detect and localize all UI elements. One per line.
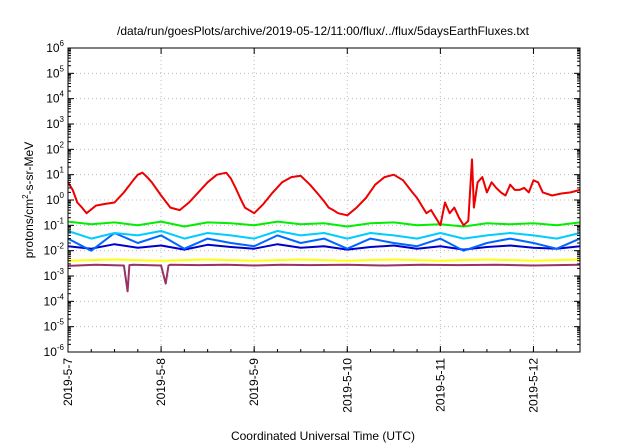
y-tick-label-base: 10 [46,92,60,106]
y-tick-label-exp: 4 [60,90,65,99]
x-tick-label: 2019-5-12 [526,358,540,413]
y-tick-label-exp: 5 [60,64,65,73]
y-tick-label-base: 10 [46,66,60,80]
y-tick-label: 106 [46,39,64,55]
y-axis-label: protons/cm2-s-sr-MeV [21,142,36,258]
y-tick-label: 10-5 [44,318,65,334]
chart-title: /data/run/goesPlots/archive/2019-05-12/1… [117,24,530,38]
y-tick-label-exp: -6 [57,343,65,352]
y-tick-label-exp: 3 [60,115,65,124]
x-tick-label: 2019-5-8 [154,358,168,406]
y-tick-label-base: 10 [44,294,58,308]
x-tick-label: 2019-5-9 [247,358,261,406]
y-tick-label: 102 [46,140,64,156]
y-tick-label: 104 [46,90,64,106]
y-tick-label-base: 10 [46,168,60,182]
series-line [67,263,581,293]
y-tick-label: 10-1 [44,216,65,232]
y-tick-label-base: 10 [44,244,58,258]
y-tick-label-base: 10 [46,41,60,55]
y-tick-label-exp: 2 [60,140,65,149]
y-tick-label-exp: -3 [57,267,65,276]
y-tick-label-base: 10 [46,117,60,131]
y-tick-label: 10-3 [44,267,65,283]
series-line [67,258,581,262]
y-tick-label-base: 10 [44,269,58,283]
series-layer [67,158,581,293]
y-axis-label-rest: -s-sr-MeV [22,142,36,195]
y-tick-label: 10-6 [44,343,65,359]
series-line [67,158,581,227]
series-line [67,220,581,228]
y-tick-label: 10-4 [44,292,65,308]
y-axis: 10-610-510-410-310-210-11001011021031041… [44,39,580,359]
y-tick-label-base: 10 [44,218,58,232]
y-tick-label: 105 [46,64,64,80]
y-tick-label-base: 10 [46,142,60,156]
y-tick-label-exp: 1 [60,166,65,175]
series-line [67,232,581,252]
y-axis-label-sup: 2 [21,194,30,199]
y-tick-label-exp: -5 [57,318,65,327]
y-tick-label-base: 10 [44,320,58,334]
x-tick-label: 2019-5-7 [61,358,75,406]
y-tick-label-base: 10 [46,193,60,207]
y-tick-label-exp: -1 [57,216,65,225]
y-tick-label: 10-2 [44,242,65,258]
series-line [67,243,581,251]
y-tick-label-exp: 6 [60,39,65,48]
y-tick-label: 101 [46,166,64,182]
y-tick-label-exp: 0 [60,191,65,200]
y-tick-label-base: 10 [44,345,58,359]
x-axis-label: Coordinated Universal Time (UTC) [231,429,415,443]
x-tick-label: 2019-5-10 [340,358,354,413]
y-tick-label-exp: -2 [57,242,65,251]
y-tick-label: 100 [46,191,64,207]
y-axis-label-base: protons/cm [22,199,36,258]
series-line [67,230,581,240]
x-tick-label: 2019-5-11 [433,358,447,412]
y-tick-label-exp: -4 [57,292,65,301]
x-axis: 2019-5-7 2019-5-8 2019-5-9 2019-5-10 2019-5-… [61,48,581,413]
y-tick-label: 103 [46,115,64,131]
